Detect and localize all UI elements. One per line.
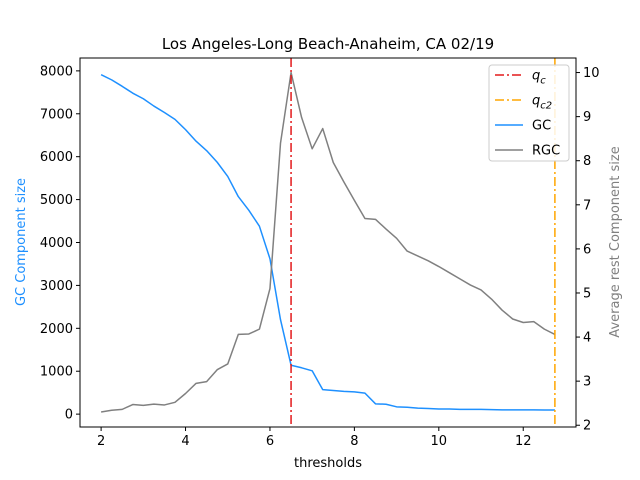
y-left-tick-label: 8000 <box>40 64 73 79</box>
y-left-tick-label: 5000 <box>40 193 73 208</box>
y-right-tick-label: 7 <box>583 198 591 213</box>
x-tick-label: 10 <box>431 434 448 449</box>
y-left-tick-label: 6000 <box>40 150 73 165</box>
chart-title: Los Angeles-Long Beach-Anaheim, CA 02/19 <box>162 35 494 53</box>
legend-box <box>488 64 570 162</box>
y-right-tick-label: 3 <box>583 375 591 390</box>
y-left-tick-label: 3000 <box>40 279 73 294</box>
y-axis-left-label: GC Component size <box>14 178 29 306</box>
y-right-tick-label: 5 <box>583 286 591 301</box>
y-right-tick-label: 6 <box>583 242 591 257</box>
y-left-tick-label: 4000 <box>40 236 73 251</box>
y-right-tick-label: 4 <box>583 331 591 346</box>
y-left-tick-label: 2000 <box>40 322 73 337</box>
y-axis-right-label: Average rest Component size <box>608 146 623 337</box>
series-line-gc <box>100 74 555 411</box>
legend-label-q-c: qc <box>532 69 546 87</box>
legend-label-rgc: RGC <box>532 144 560 159</box>
series-line-rgc <box>100 71 556 413</box>
x-axis-label: thresholds <box>294 456 362 471</box>
y-right-tick-label: 2 <box>583 419 591 434</box>
y-right-tick-label: 10 <box>583 66 600 81</box>
y-right-tick-label: 9 <box>583 110 591 125</box>
y-left-tick-label: 7000 <box>40 107 73 122</box>
legend-label-q-c2: qc2 <box>532 94 552 112</box>
x-tick-label: 12 <box>515 434 532 449</box>
legend-label-gc: GC <box>532 119 551 134</box>
y-left-tick-label: 1000 <box>40 365 73 380</box>
x-tick-label: 6 <box>266 434 274 449</box>
y-right-tick-label: 8 <box>583 154 591 169</box>
y-left-tick-label: 0 <box>65 408 73 423</box>
x-tick-label: 4 <box>181 434 189 449</box>
x-tick-label: 8 <box>350 434 358 449</box>
x-tick-label: 2 <box>97 434 105 449</box>
